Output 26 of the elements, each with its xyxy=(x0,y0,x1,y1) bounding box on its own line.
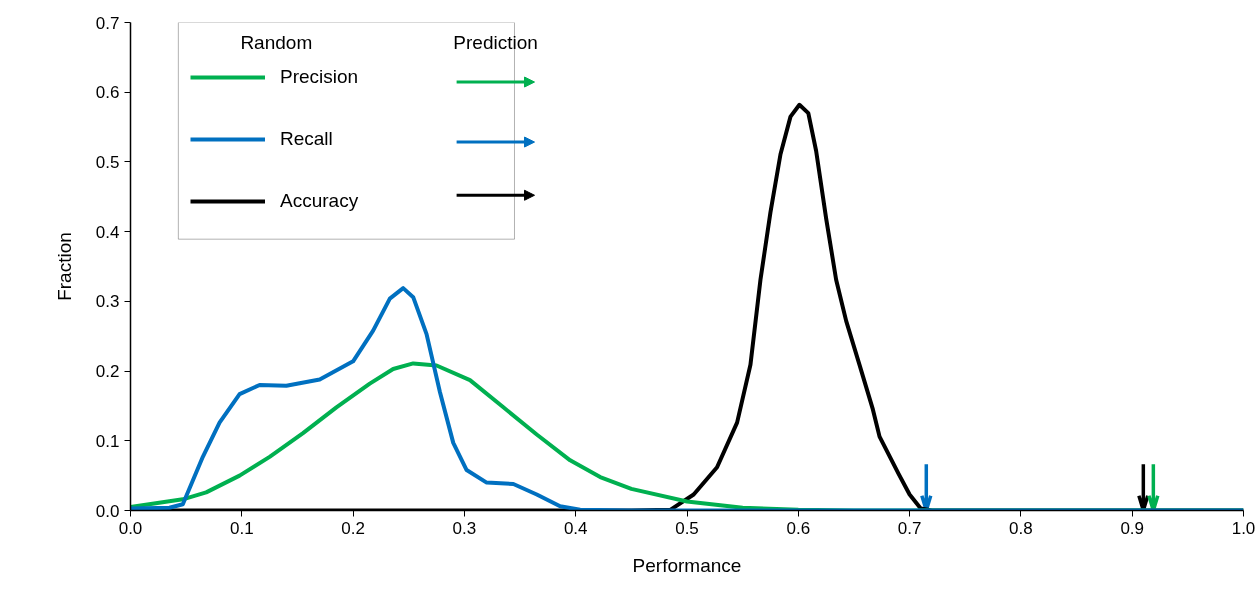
legend-label: Recall xyxy=(280,128,333,150)
y-tick-label: 0.5 xyxy=(95,152,120,172)
y-tick-label: 0.1 xyxy=(95,431,120,451)
x-tick-label: 0.7 xyxy=(897,518,922,538)
legend-label: Precision xyxy=(280,66,359,88)
x-tick-label: 0.8 xyxy=(1009,518,1033,538)
x-tick-label: 0.9 xyxy=(1120,518,1145,538)
x-axis-title: Performance xyxy=(632,554,742,576)
x-tick-label: 0.5 xyxy=(675,518,699,538)
x-tick-label: 0.4 xyxy=(563,518,588,538)
x-tick-label: 0.1 xyxy=(229,518,254,538)
x-tick-label: 0.0 xyxy=(118,518,143,538)
x-tick-label: 0.2 xyxy=(341,518,365,538)
x-tick-label: 0.6 xyxy=(786,518,811,538)
y-tick-label: 0.4 xyxy=(95,222,120,242)
annotation: Prediction xyxy=(453,31,538,53)
annotation: Random xyxy=(240,31,313,53)
x-tick-label: 0.3 xyxy=(452,518,477,538)
y-tick-label: 0.2 xyxy=(95,362,120,382)
legend-label: Accuracy xyxy=(280,190,359,212)
y-tick-label: 0.7 xyxy=(95,13,120,33)
y-tick-label: 0.3 xyxy=(95,292,120,312)
y-tick-label: 0.0 xyxy=(95,501,120,521)
y-axis-title: Fraction xyxy=(53,232,75,301)
y-tick-label: 0.6 xyxy=(95,83,120,103)
x-tick-label: 1.0 xyxy=(1231,518,1256,538)
